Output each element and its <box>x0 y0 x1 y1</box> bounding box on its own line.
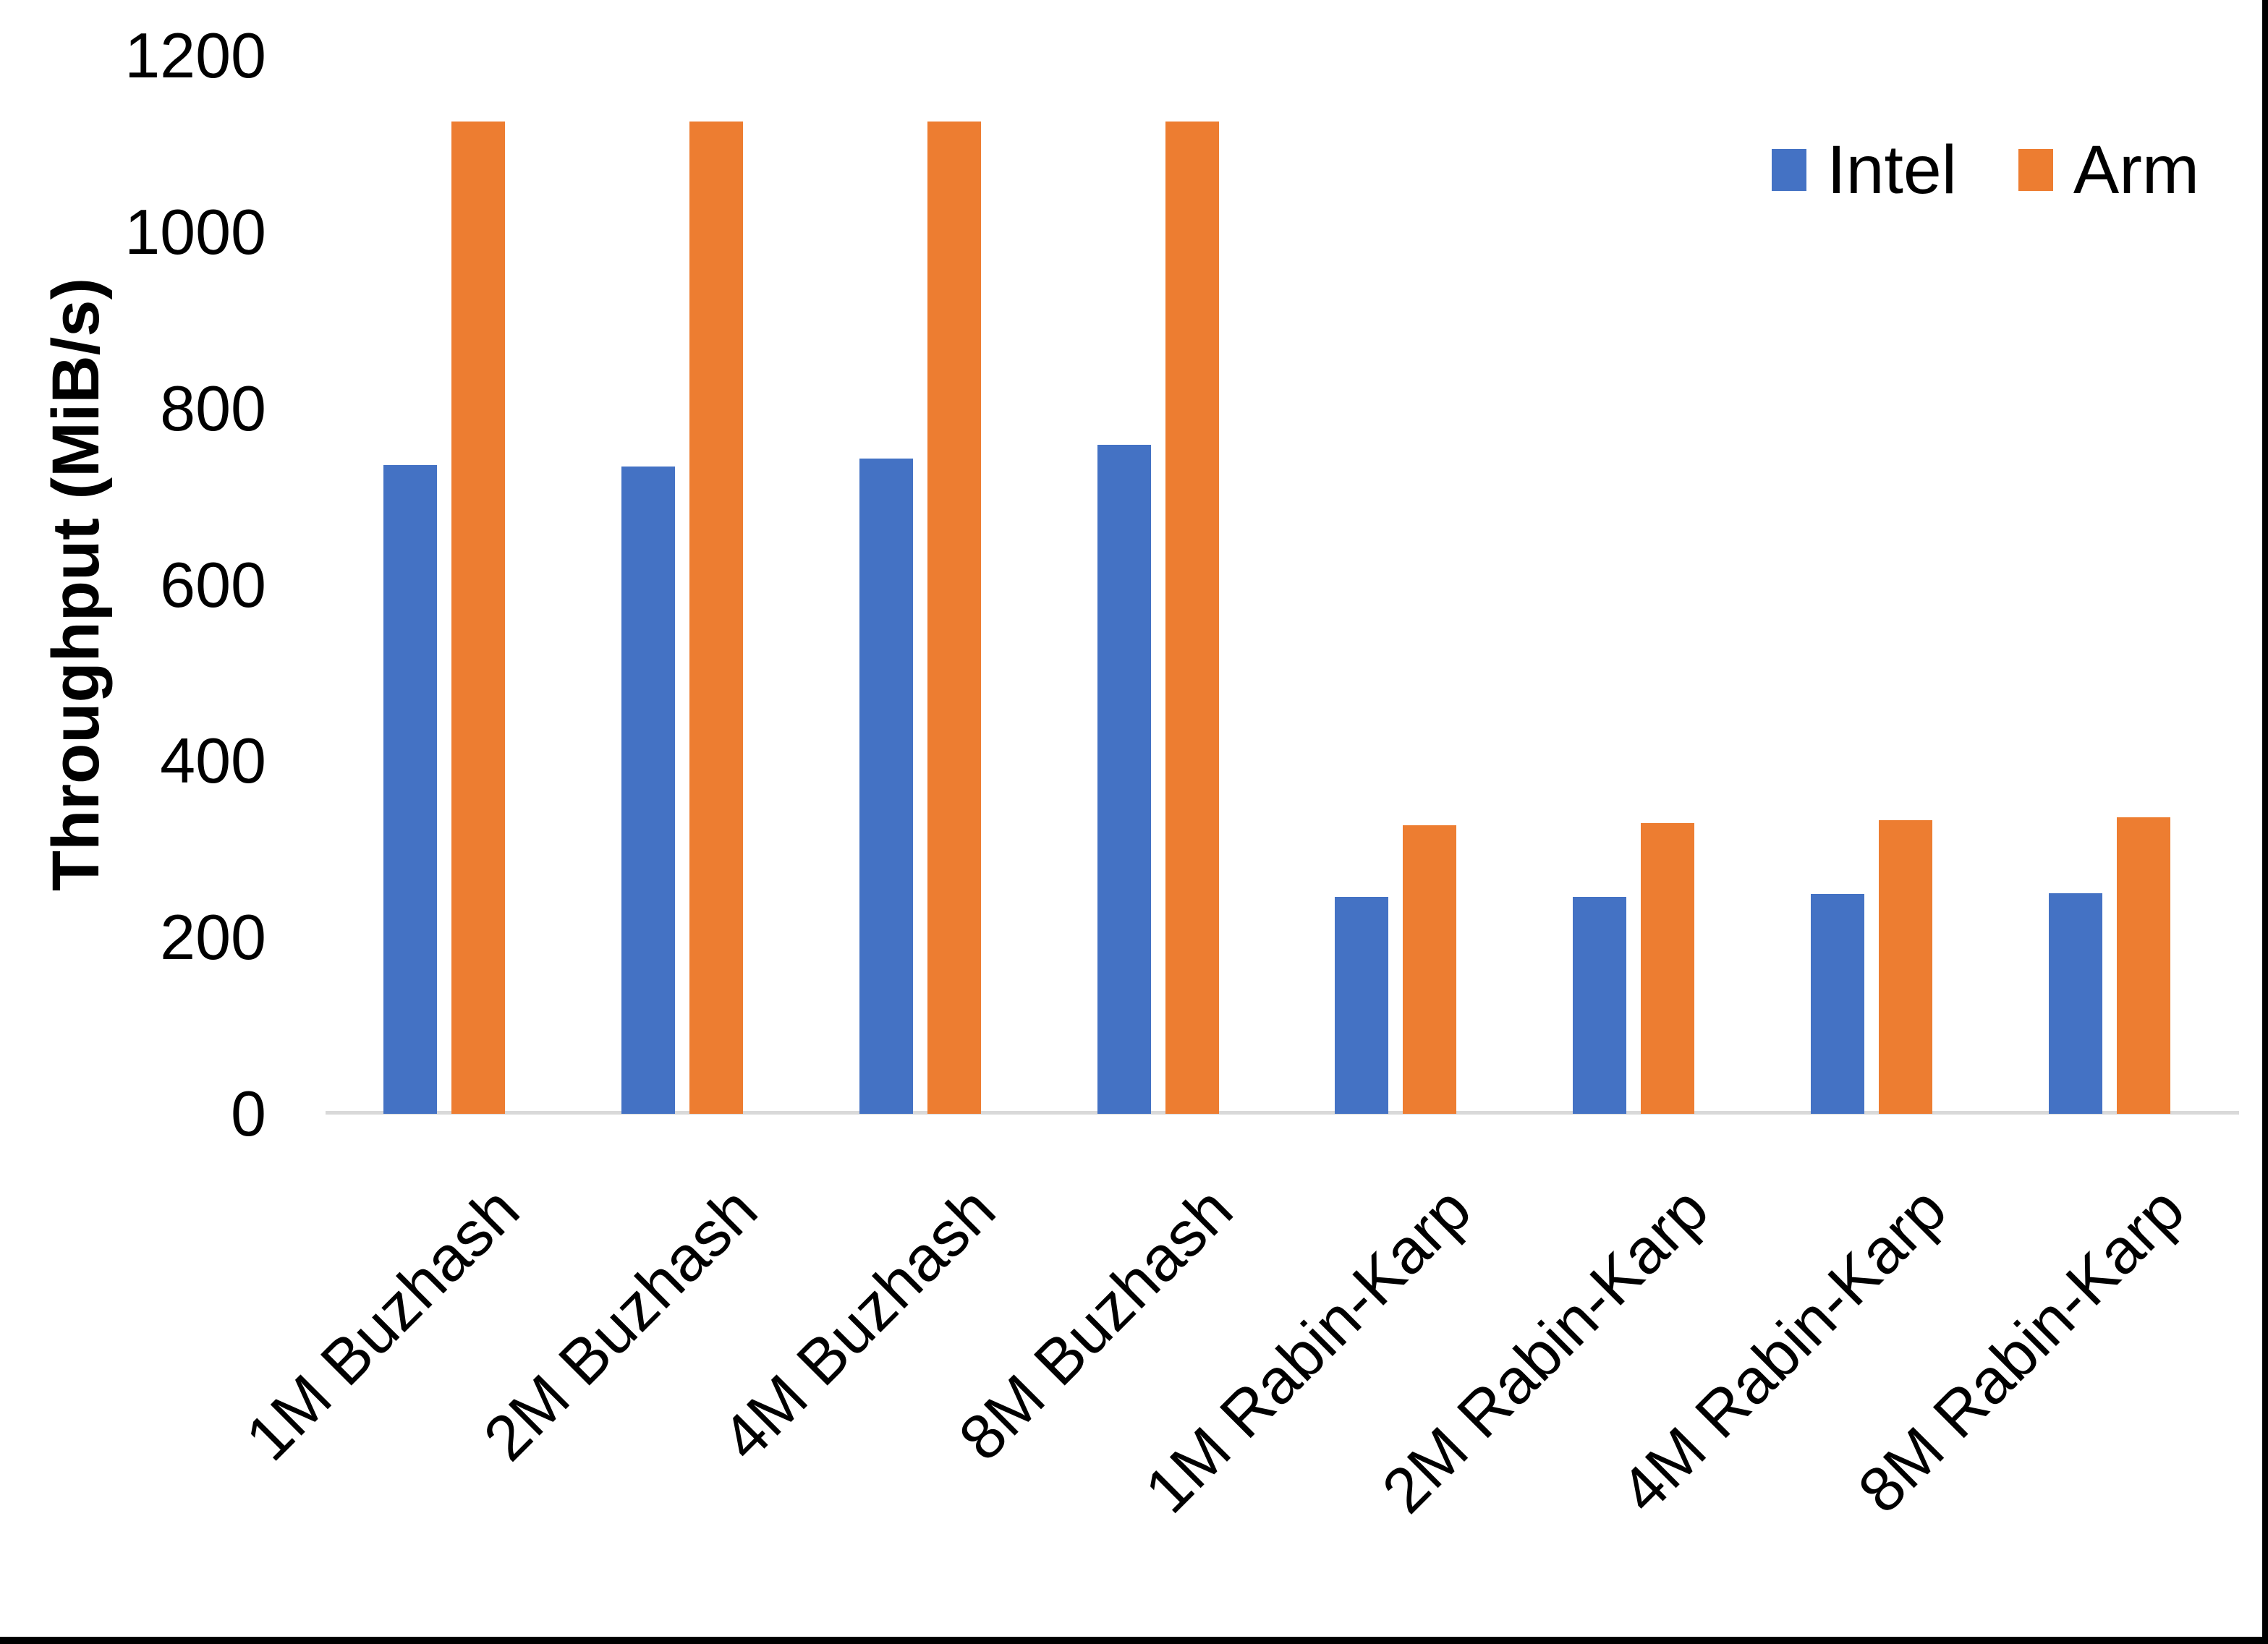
bar-arm-8m-buzhash <box>1165 122 1219 1114</box>
screen-edge-bottom <box>0 1637 2268 1644</box>
legend-item-intel: Intel <box>1772 127 1957 213</box>
bar-arm-4m-rabin-karp <box>1878 820 1932 1114</box>
bar-arm-2m-rabin-karp <box>1641 822 1695 1114</box>
y-tick-label-400: 400 <box>160 725 266 797</box>
bar-intel-2m-rabin-karp <box>1573 897 1627 1114</box>
y-tick-label-0: 0 <box>231 1078 266 1149</box>
y-tick-label-600: 600 <box>160 548 266 621</box>
bar-arm-4m-buzhash <box>927 122 981 1114</box>
legend: Intel Arm <box>1772 127 2199 213</box>
bar-intel-1m-buzhash <box>383 464 438 1114</box>
legend-label-arm: Arm <box>2073 132 2199 208</box>
bar-intel-4m-rabin-karp <box>1810 894 1864 1114</box>
bar-intel-8m-rabin-karp <box>2048 893 2102 1114</box>
screen-edge-right <box>2262 0 2268 1644</box>
bar-arm-1m-rabin-karp <box>1403 825 1457 1114</box>
y-tick-label-1200: 1200 <box>124 20 266 91</box>
x-axis-line <box>326 1111 2239 1115</box>
bar-intel-1m-rabin-karp <box>1335 897 1389 1114</box>
bar-arm-2m-buzhash <box>689 122 744 1114</box>
bar-arm-1m-buzhash <box>451 122 506 1114</box>
legend-swatch-intel <box>1772 149 1807 191</box>
y-tick-label-200: 200 <box>160 901 266 974</box>
legend-item-arm: Arm <box>2018 127 2199 213</box>
bar-arm-8m-rabin-karp <box>2116 817 2170 1114</box>
legend-label-intel: Intel <box>1827 132 1957 208</box>
bar-intel-8m-buzhash <box>1097 444 1151 1114</box>
y-tick-label-1000: 1000 <box>124 195 266 268</box>
y-tick-label-800: 800 <box>160 372 266 444</box>
bar-intel-2m-buzhash <box>621 467 676 1114</box>
legend-swatch-arm <box>2018 149 2053 191</box>
bar-intel-4m-buzhash <box>859 459 913 1114</box>
